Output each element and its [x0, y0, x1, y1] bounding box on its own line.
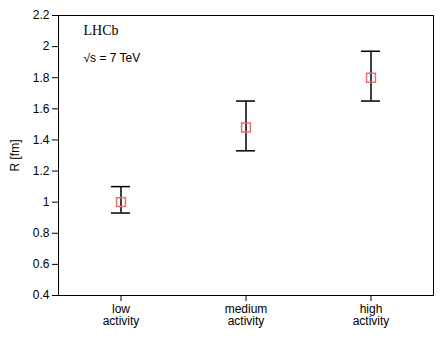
svg-text:1.8: 1.8 [33, 71, 50, 85]
svg-text:√s = 7 TeV: √s = 7 TeV [84, 51, 141, 65]
svg-text:0.6: 0.6 [33, 257, 50, 271]
svg-text:1.6: 1.6 [33, 102, 50, 116]
svg-text:1.4: 1.4 [33, 133, 50, 147]
svg-text:1: 1 [43, 195, 50, 209]
svg-text:0.4: 0.4 [33, 288, 50, 302]
svg-text:1.2: 1.2 [33, 164, 50, 178]
svg-text:2.2: 2.2 [33, 8, 50, 22]
svg-text:R [fm]: R [fm] [8, 140, 22, 172]
svg-text:0.8: 0.8 [33, 226, 50, 240]
svg-text:highactivity: highactivity [353, 302, 390, 328]
svg-text:mediumactivity: mediumactivity [225, 302, 268, 328]
svg-text:2: 2 [43, 39, 50, 53]
svg-text:lowactivity: lowactivity [103, 302, 140, 328]
svg-text:LHCb: LHCb [84, 23, 119, 38]
